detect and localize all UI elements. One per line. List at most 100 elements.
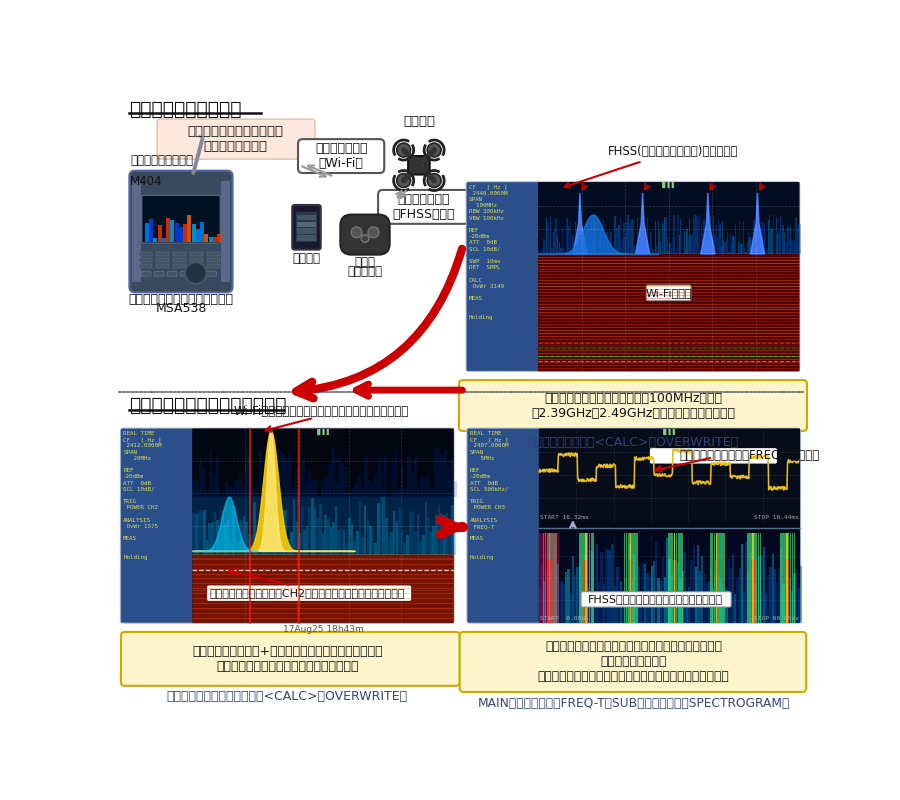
Bar bbox=[712, 534, 714, 622]
Text: FHSS方式の電波にターゲットを絞り計測: FHSS方式の電波にターゲットを絞り計測 bbox=[589, 594, 724, 604]
Bar bbox=[629, 222, 630, 254]
Bar bbox=[248, 460, 252, 497]
Bar bbox=[157, 258, 169, 262]
Bar bbox=[256, 486, 258, 497]
Bar bbox=[193, 514, 195, 554]
Bar bbox=[708, 581, 710, 622]
Bar bbox=[681, 534, 683, 622]
Bar bbox=[428, 475, 430, 497]
FancyBboxPatch shape bbox=[538, 182, 799, 371]
Bar bbox=[547, 534, 549, 622]
Bar bbox=[287, 538, 290, 554]
Bar bbox=[784, 534, 786, 622]
Bar bbox=[272, 464, 275, 497]
Bar bbox=[756, 247, 757, 254]
Bar bbox=[618, 225, 619, 254]
Bar bbox=[553, 232, 554, 254]
Bar bbox=[757, 221, 759, 254]
Bar bbox=[668, 534, 670, 622]
Bar bbox=[613, 250, 615, 254]
Bar bbox=[258, 450, 262, 497]
Bar bbox=[140, 251, 152, 256]
Bar bbox=[651, 231, 652, 254]
Bar bbox=[297, 229, 316, 234]
Bar bbox=[581, 534, 583, 622]
Bar bbox=[213, 237, 217, 242]
Bar bbox=[272, 544, 274, 554]
Text: タイムドメイン解析（FREQ-T）で表示: タイムドメイン解析（FREQ-T）で表示 bbox=[680, 450, 820, 462]
Bar bbox=[711, 239, 713, 254]
Bar bbox=[554, 534, 555, 622]
Bar bbox=[665, 218, 667, 254]
Bar bbox=[612, 251, 613, 254]
Bar bbox=[190, 258, 203, 262]
Bar bbox=[394, 449, 397, 497]
Bar bbox=[695, 567, 697, 622]
Bar bbox=[767, 574, 770, 622]
Bar bbox=[341, 462, 345, 497]
Bar bbox=[556, 565, 559, 622]
Bar bbox=[258, 522, 261, 554]
Bar bbox=[730, 566, 732, 622]
Bar bbox=[674, 534, 675, 622]
Bar bbox=[209, 237, 212, 242]
Bar bbox=[627, 214, 629, 254]
Bar bbox=[264, 544, 266, 554]
Bar bbox=[575, 222, 576, 254]
Bar bbox=[282, 454, 285, 497]
Bar bbox=[541, 534, 543, 622]
Bar bbox=[760, 555, 762, 622]
Bar bbox=[245, 522, 248, 554]
Bar bbox=[221, 181, 230, 282]
Bar bbox=[542, 247, 544, 254]
Bar bbox=[543, 534, 545, 622]
Bar bbox=[713, 216, 714, 254]
Bar bbox=[721, 534, 723, 622]
Bar bbox=[616, 567, 618, 622]
Bar bbox=[369, 526, 372, 554]
Bar bbox=[196, 229, 200, 242]
Bar bbox=[704, 220, 705, 254]
Bar bbox=[583, 591, 585, 622]
Bar bbox=[717, 534, 719, 622]
FancyBboxPatch shape bbox=[467, 429, 800, 622]
Bar bbox=[446, 513, 448, 554]
Bar bbox=[229, 486, 232, 497]
FancyBboxPatch shape bbox=[193, 429, 454, 622]
Text: リアルタイムモードによる解析: リアルタイムモードによる解析 bbox=[129, 396, 286, 415]
Bar bbox=[774, 569, 776, 622]
Bar bbox=[338, 530, 340, 554]
Bar bbox=[297, 235, 316, 241]
Bar bbox=[743, 592, 745, 622]
Bar bbox=[739, 221, 740, 254]
Bar bbox=[563, 248, 564, 254]
Bar bbox=[738, 242, 739, 254]
Bar bbox=[325, 476, 328, 497]
Bar bbox=[710, 534, 712, 622]
Bar bbox=[555, 534, 557, 622]
Bar bbox=[689, 219, 690, 254]
FancyBboxPatch shape bbox=[650, 448, 777, 463]
Bar bbox=[791, 591, 794, 622]
Bar bbox=[765, 593, 767, 622]
Bar bbox=[275, 477, 278, 497]
Bar bbox=[343, 530, 346, 554]
Bar bbox=[785, 566, 787, 622]
Bar bbox=[580, 593, 583, 622]
Text: M404: M404 bbox=[130, 174, 163, 187]
Bar bbox=[664, 578, 666, 622]
Bar bbox=[727, 558, 730, 622]
Bar bbox=[548, 560, 551, 622]
Text: スペクトログラム解析によって、周波数対時間の電波
強度を色で判別可能
目的とする周波数帯を絞り、タイムドメイン解析にて計測: スペクトログラム解析によって、周波数対時間の電波 強度を色で判別可能 目的とする… bbox=[538, 641, 730, 683]
Bar bbox=[686, 592, 688, 622]
Bar bbox=[200, 222, 204, 242]
Bar bbox=[428, 518, 430, 554]
Bar bbox=[424, 478, 428, 497]
Bar bbox=[391, 462, 394, 497]
FancyBboxPatch shape bbox=[538, 254, 799, 371]
Bar bbox=[541, 566, 544, 622]
Bar bbox=[787, 242, 788, 254]
Bar bbox=[284, 509, 287, 554]
Bar bbox=[768, 220, 769, 254]
Bar bbox=[776, 582, 778, 622]
